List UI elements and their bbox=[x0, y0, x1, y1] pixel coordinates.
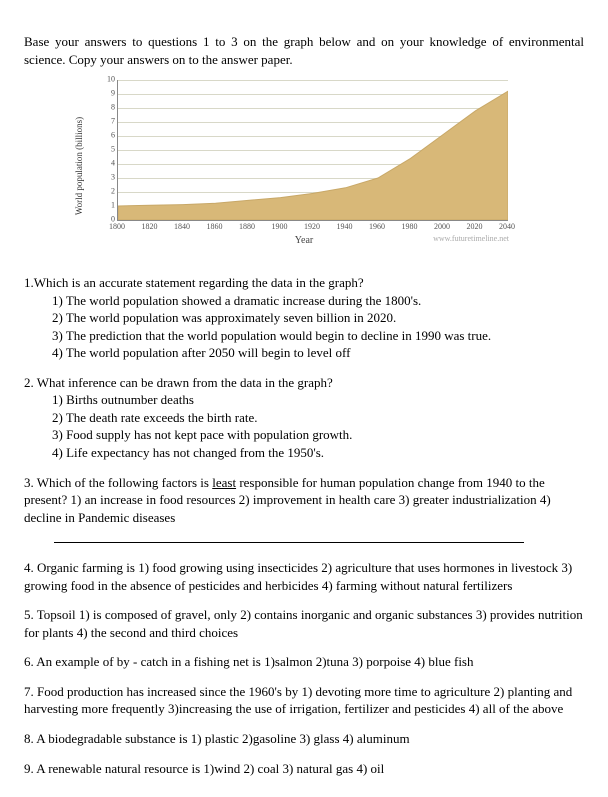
section-divider bbox=[54, 542, 524, 543]
chart-plot-area bbox=[117, 80, 508, 221]
question-6: 6. An example of by - catch in a fishing… bbox=[24, 653, 584, 671]
q2-option-3: 3) Food supply has not kept pace with po… bbox=[52, 426, 584, 444]
q9-text: 9. A renewable natural resource is 1)win… bbox=[24, 760, 584, 778]
question-1: 1.Which is an accurate statement regardi… bbox=[24, 274, 584, 362]
question-2: 2. What inference can be drawn from the … bbox=[24, 374, 584, 462]
question-8: 8. A biodegradable substance is 1) plast… bbox=[24, 730, 584, 748]
q2-option-2: 2) The death rate exceeds the birth rate… bbox=[52, 409, 584, 427]
question-7: 7. Food production has increased since t… bbox=[24, 683, 584, 718]
chart-watermark: www.futuretimeline.net bbox=[433, 234, 509, 245]
chart-y-label: World population (billions) bbox=[73, 117, 85, 215]
q2-stem: 2. What inference can be drawn from the … bbox=[24, 374, 584, 392]
q1-option-3: 3) The prediction that the world populat… bbox=[52, 327, 584, 345]
population-chart: World population (billions) 012345678910… bbox=[89, 76, 519, 256]
q1-option-4: 4) The world population after 2050 will … bbox=[52, 344, 584, 362]
instructions-text: Base your answers to questions 1 to 3 on… bbox=[24, 33, 584, 68]
q7-text: 7. Food production has increased since t… bbox=[24, 683, 584, 718]
question-3: 3. Which of the following factors is lea… bbox=[24, 474, 584, 527]
q8-text: 8. A biodegradable substance is 1) plast… bbox=[24, 730, 584, 748]
chart-y-ticks: 012345678910 bbox=[101, 76, 115, 220]
question-5: 5. Topsoil 1) is composed of gravel, onl… bbox=[24, 606, 584, 641]
question-9: 9. A renewable natural resource is 1)win… bbox=[24, 760, 584, 778]
q5-text: 5. Topsoil 1) is composed of gravel, onl… bbox=[24, 606, 584, 641]
q4-text: 4. Organic farming is 1) food growing us… bbox=[24, 559, 584, 594]
q2-option-4: 4) Life expectancy has not changed from … bbox=[52, 444, 584, 462]
q1-option-2: 2) The world population was approximatel… bbox=[52, 309, 584, 327]
q3-stem-text: 3. Which of the following factors is bbox=[24, 475, 212, 490]
q3-least-word: least bbox=[212, 475, 236, 490]
q6-text: 6. An example of by - catch in a fishing… bbox=[24, 653, 584, 671]
q1-option-1: 1) The world population showed a dramati… bbox=[52, 292, 584, 310]
question-4: 4. Organic farming is 1) food growing us… bbox=[24, 559, 584, 594]
q1-stem: 1.Which is an accurate statement regardi… bbox=[24, 274, 584, 292]
q2-option-1: 1) Births outnumber deaths bbox=[52, 391, 584, 409]
